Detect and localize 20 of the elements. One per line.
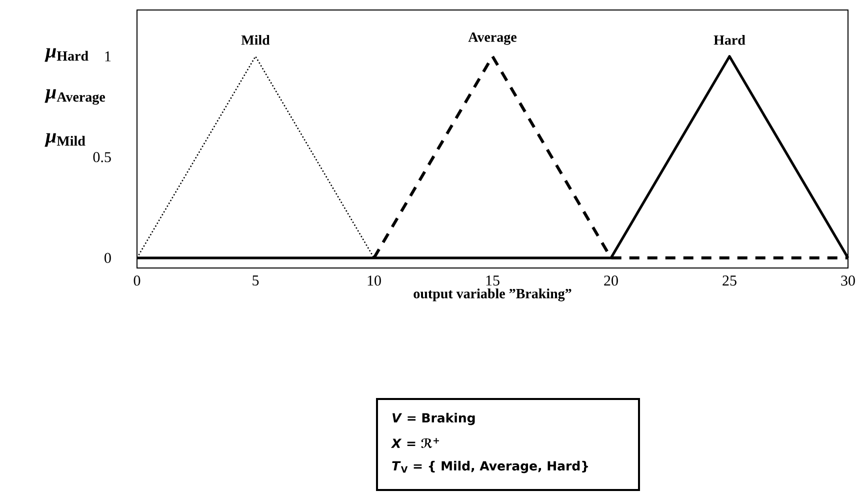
x-tick-label: 15 — [486, 276, 500, 286]
y-tick-label: 1 — [105, 51, 111, 62]
text: T$_{V}$ = { Mild, Average, Hard} — [392, 460, 588, 474]
y-tick-label: 0 — [104, 252, 111, 263]
text: μ$_{Hard}$ — [44, 48, 88, 62]
text: μ$_{Average}$ — [44, 89, 106, 105]
y-tick-label: 0.5 — [93, 152, 111, 162]
x-tick-label: 25 — [722, 276, 736, 286]
text: X = ℛ$^{+}$ — [390, 438, 439, 448]
series-label: Mild — [241, 34, 270, 45]
series-label: Hard — [714, 34, 746, 45]
text: μ$_{Mild}$ — [44, 133, 86, 147]
text: V = Braking — [392, 412, 475, 426]
x-tick-label: 10 — [368, 276, 381, 286]
x-axis-title: output variable ”Braking” — [414, 288, 572, 302]
series-label: Average — [468, 32, 516, 45]
x-tick-label: 20 — [604, 276, 618, 286]
x-tick-label: 5 — [252, 276, 259, 286]
x-tick-label: 30 — [841, 276, 855, 286]
x-tick-label: 0 — [134, 276, 140, 286]
